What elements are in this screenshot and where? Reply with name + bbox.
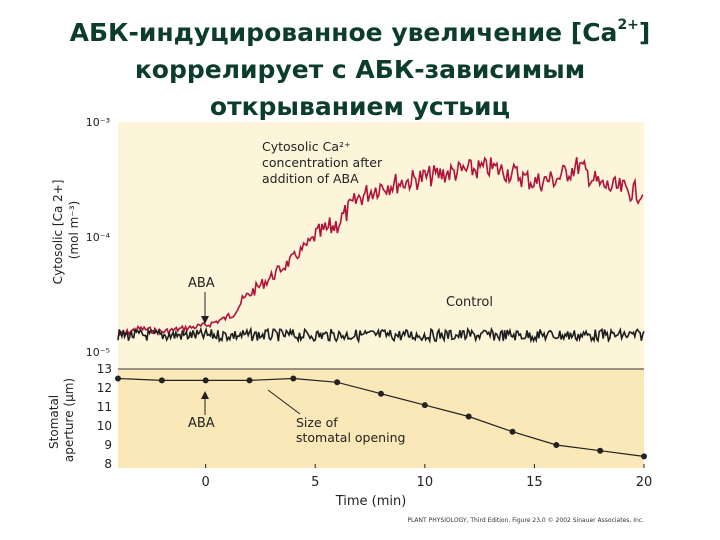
aperture-point [202, 377, 209, 384]
control-trace [117, 326, 645, 344]
figure-credit: PLANT PHYSIOLOGY, Third Edition, Figure … [407, 517, 644, 524]
x-tick-label: 5 [311, 475, 319, 490]
bottom-y-tick-label: 8 [104, 457, 112, 471]
aperture-point [378, 390, 384, 397]
bottom-y-label-line2: aperture (μm) [62, 378, 76, 462]
aba-trace-annotation-line2: concentration after [262, 155, 383, 170]
bottom-y-tick-label: 11 [97, 400, 112, 414]
aba-calcium-trace [118, 156, 644, 337]
aba-trace-annotation: Cytosolic Ca²⁺ concentration after addit… [262, 139, 386, 186]
opening-annotation-line2: stomatal opening [296, 430, 405, 445]
top-y-tick-label: 10⁻³ [86, 116, 110, 129]
x-tick-label: 20 [636, 475, 653, 490]
opening-pointer-line [267, 389, 301, 415]
bottom-y-tick-label: 12 [97, 381, 112, 395]
top-y-tick-label: 10⁻⁵ [86, 346, 110, 359]
title-bracket: ] [638, 18, 651, 47]
title-line-1-text: АБК-индуцированное увеличение [Ca [69, 18, 618, 47]
x-tick-label: 0 [202, 475, 210, 490]
top-panel-background [118, 122, 644, 369]
aba-trace-annotation-line3: addition of ABA [262, 171, 359, 186]
svg-text:Cytosolic [Ca 2+] (mol m: Cytosolic [Ca 2+] (mol m⁻³) [51, 176, 81, 285]
top-aba-arrowhead [201, 316, 209, 324]
top-y-label-line2: (mol m⁻³) [67, 201, 81, 259]
aperture-point [553, 442, 560, 448]
aperture-point [246, 377, 253, 384]
aperture-point [421, 402, 428, 409]
aperture-point [115, 375, 121, 382]
title-line-2: коррелирует с АБК-зависимым [134, 55, 586, 84]
top-y-label-line1: Cytosolic [Ca 2+] [51, 180, 65, 285]
bottom-y-tick-label: 13 [97, 362, 112, 376]
top-y-axis-label: Cytosolic [Ca 2+] (mol m⁻³) [51, 176, 81, 285]
svg-text:Stomatal aperture (μm): Stomatal aperture (μm) [47, 378, 76, 462]
aperture-point [334, 379, 341, 386]
title-superscript: 2+ [617, 17, 639, 33]
bottom-y-label-line1: Stomatal [47, 395, 61, 449]
x-tick-label: 10 [417, 475, 434, 490]
title-line-1: АБК-индуцированное увеличение [Ca2+] [0, 14, 720, 51]
x-axis-label: Time (min) [335, 494, 407, 509]
x-tick-label: 15 [526, 475, 543, 490]
aperture-point [158, 377, 165, 384]
aba-trace-annotation-line1: Cytosolic Ca²⁺ [262, 139, 351, 154]
slide-title: АБК-индуцированное увеличение [Ca2+] кор… [0, 14, 720, 125]
aperture-point [290, 375, 297, 382]
bottom-panel-background [118, 369, 644, 468]
title-line-3: открыванием устьиц [209, 92, 511, 121]
bottom-y-tick-label: 10 [97, 419, 112, 433]
aperture-point [641, 453, 647, 460]
bottom-y-tick-label: 9 [104, 438, 112, 452]
bottom-y-axis-label: Stomatal aperture (μm) [47, 378, 76, 462]
top-y-tick-label: 10⁻⁴ [86, 231, 111, 244]
control-label: Control [446, 295, 493, 310]
bottom-aba-label: ABA [188, 416, 215, 431]
top-aba-label: ABA [188, 276, 215, 291]
aperture-point [597, 447, 604, 454]
aperture-point [465, 413, 472, 420]
bottom-aba-arrowhead [201, 391, 209, 399]
opening-annotation-line1: Size of [296, 415, 338, 430]
opening-annotation: Size of stomatal opening [296, 415, 405, 445]
aperture-point [509, 428, 516, 435]
